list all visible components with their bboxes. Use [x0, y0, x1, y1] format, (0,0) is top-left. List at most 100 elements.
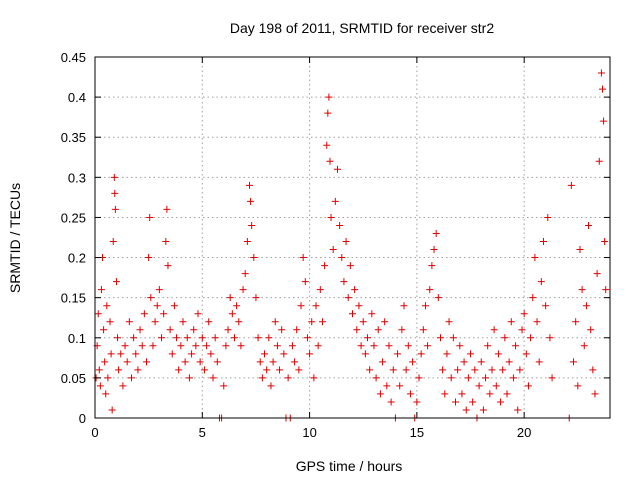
y-tick-label: 0.2	[68, 251, 86, 266]
data-point	[527, 334, 535, 342]
data-point	[597, 69, 605, 77]
data-point	[243, 238, 251, 246]
data-point	[163, 205, 171, 213]
data-point	[544, 213, 552, 221]
data-point	[477, 358, 485, 366]
data-point	[100, 326, 108, 334]
data-point	[529, 294, 537, 302]
data-point	[183, 334, 191, 342]
data-point	[198, 334, 206, 342]
data-point	[402, 366, 410, 374]
data-point	[188, 350, 196, 358]
data-point	[394, 350, 402, 358]
data-point	[479, 406, 487, 414]
data-point	[96, 382, 104, 390]
data-point	[101, 358, 109, 366]
data-point	[454, 366, 462, 374]
data-point	[546, 334, 554, 342]
data-point	[104, 374, 112, 382]
data-point	[308, 318, 316, 326]
x-tick-label: 10	[302, 425, 316, 440]
data-point	[265, 334, 273, 342]
data-point	[430, 246, 438, 254]
data-point	[520, 310, 528, 318]
data-point	[185, 374, 193, 382]
y-tick-label: 0.35	[61, 130, 86, 145]
data-point	[396, 382, 404, 390]
data-point	[134, 366, 142, 374]
data-point	[299, 254, 307, 262]
data-point	[258, 374, 266, 382]
data-point	[207, 350, 215, 358]
data-point	[379, 358, 387, 366]
data-point	[456, 342, 464, 350]
data-point	[278, 326, 286, 334]
data-point	[499, 366, 507, 374]
data-point	[151, 318, 159, 326]
data-point	[533, 318, 541, 326]
data-point	[136, 326, 144, 334]
data-point	[370, 342, 378, 350]
data-point	[130, 334, 138, 342]
data-point	[434, 294, 442, 302]
data-point	[117, 350, 125, 358]
data-point	[364, 334, 372, 342]
data-point	[181, 358, 189, 366]
data-point	[226, 294, 234, 302]
data-point	[458, 390, 466, 398]
data-point	[441, 390, 449, 398]
data-point	[121, 342, 129, 350]
data-point	[351, 286, 359, 294]
data-point	[325, 93, 333, 101]
y-tick-label: 0.45	[61, 50, 86, 65]
data-point	[602, 286, 610, 294]
data-point	[140, 310, 148, 318]
data-point	[200, 366, 208, 374]
data-point	[271, 318, 279, 326]
data-point	[344, 294, 352, 302]
data-point	[595, 157, 603, 165]
data-point	[539, 238, 547, 246]
data-point	[548, 374, 556, 382]
data-point	[406, 390, 414, 398]
data-point	[246, 181, 253, 189]
data-point	[449, 334, 457, 342]
data-point	[381, 318, 389, 326]
data-point	[177, 342, 185, 350]
data-point	[196, 358, 204, 366]
axis-ticks	[94, 56, 610, 419]
data-point	[111, 205, 119, 213]
data-point	[106, 318, 114, 326]
data-point	[329, 246, 337, 254]
data-point	[108, 406, 116, 414]
data-point	[587, 326, 595, 334]
data-point	[153, 302, 161, 310]
data-point	[342, 238, 350, 246]
data-point	[160, 310, 168, 318]
data-point	[147, 294, 155, 302]
data-point	[143, 358, 150, 366]
data-point	[273, 342, 281, 350]
data-point	[512, 342, 520, 350]
data-point	[357, 342, 365, 350]
data-point	[368, 310, 376, 318]
data-point	[146, 213, 154, 221]
data-point	[164, 262, 172, 270]
data-point	[205, 318, 213, 326]
data-point	[190, 326, 198, 334]
data-point	[494, 350, 502, 358]
data-point	[428, 262, 436, 270]
data-point	[310, 374, 318, 382]
data-point	[385, 342, 393, 350]
data-point	[123, 358, 131, 366]
data-point	[103, 302, 111, 310]
data-point	[338, 254, 346, 262]
data-point	[119, 382, 127, 390]
data-point	[261, 350, 269, 358]
data-point	[452, 398, 459, 406]
data-point	[415, 374, 423, 382]
data-point	[235, 318, 243, 326]
data-point	[263, 366, 271, 374]
data-point	[269, 358, 277, 366]
